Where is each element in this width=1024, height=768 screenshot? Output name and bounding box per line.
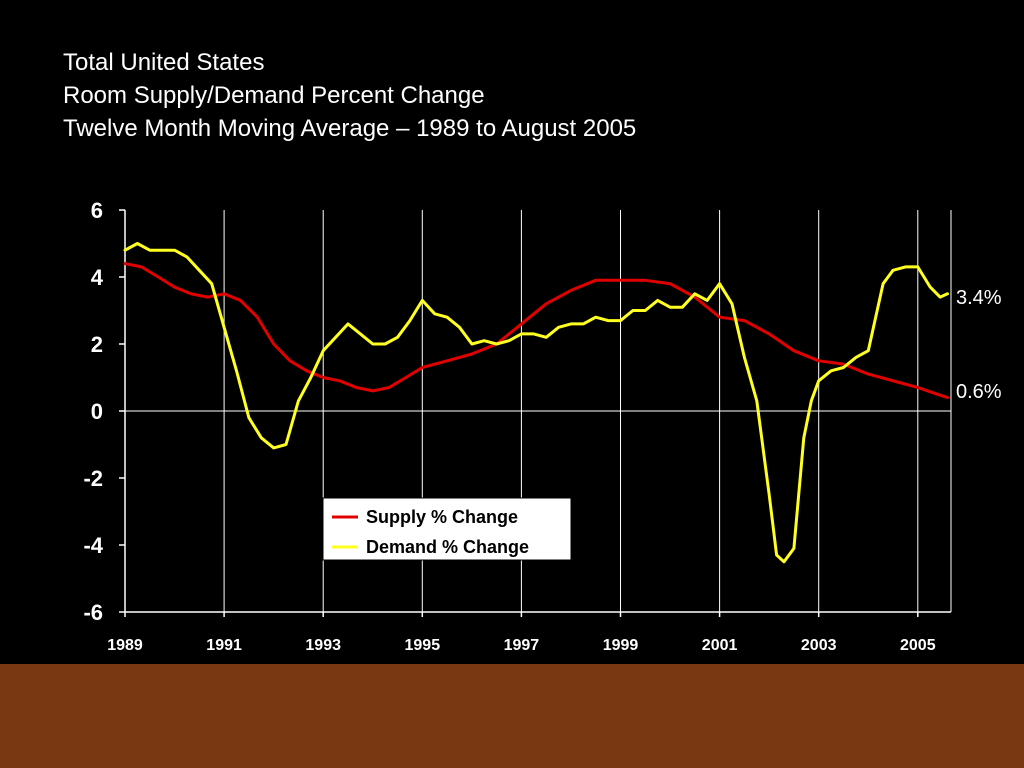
- title-line-2: Room Supply/Demand Percent Change: [63, 82, 485, 109]
- title-line-1: Total United States: [63, 49, 265, 76]
- legend-label: Demand % Change: [366, 537, 529, 557]
- y-tick-label: 0: [91, 399, 103, 424]
- axes: [119, 209, 951, 617]
- legend-box: [322, 497, 572, 561]
- x-tick-label: 2003: [801, 637, 837, 654]
- end-label: 0.6%: [956, 381, 1002, 403]
- demand-line: [123, 242, 949, 564]
- y-tick-label: 6: [91, 198, 103, 223]
- y-tick-label: -6: [83, 600, 103, 625]
- y-tick-label: -2: [83, 466, 103, 491]
- y-tick-label: 4: [91, 265, 104, 290]
- series-lines: [123, 242, 949, 564]
- x-tick-label: 2005: [900, 637, 936, 654]
- line-chart: -6 -4 -2 0 2 4 6 1989 1991 1993 1995 1997 1999 2001 20…: [83, 198, 1001, 654]
- x-tick-label: 1997: [504, 637, 540, 654]
- legend-label: Supply % Change: [366, 507, 518, 527]
- y-tick-label: -4: [83, 533, 103, 558]
- x-tick-label: 1989: [107, 637, 143, 654]
- end-label: 3.4%: [956, 287, 1002, 309]
- x-tick-label: 1991: [206, 637, 242, 654]
- y-tick-label: 2: [91, 332, 103, 357]
- tick-labels: -6 -4 -2 0 2 4 6 1989 1991 1993 1995 1997 1999 2001 20…: [83, 198, 1001, 654]
- x-tick-label: 1999: [603, 637, 639, 654]
- legend: Supply % Change Demand % Change: [322, 497, 572, 561]
- title-line-3: Twelve Month Moving Average – 1989 to Au…: [63, 115, 637, 142]
- x-tick-label: 1995: [405, 637, 441, 654]
- footer-band: [0, 664, 1024, 768]
- x-tick-label: 2001: [702, 637, 738, 654]
- chart-title: Total United States Room Supply/Demand P…: [63, 46, 636, 145]
- supply-line: [123, 262, 949, 400]
- x-tick-label: 1993: [305, 637, 341, 654]
